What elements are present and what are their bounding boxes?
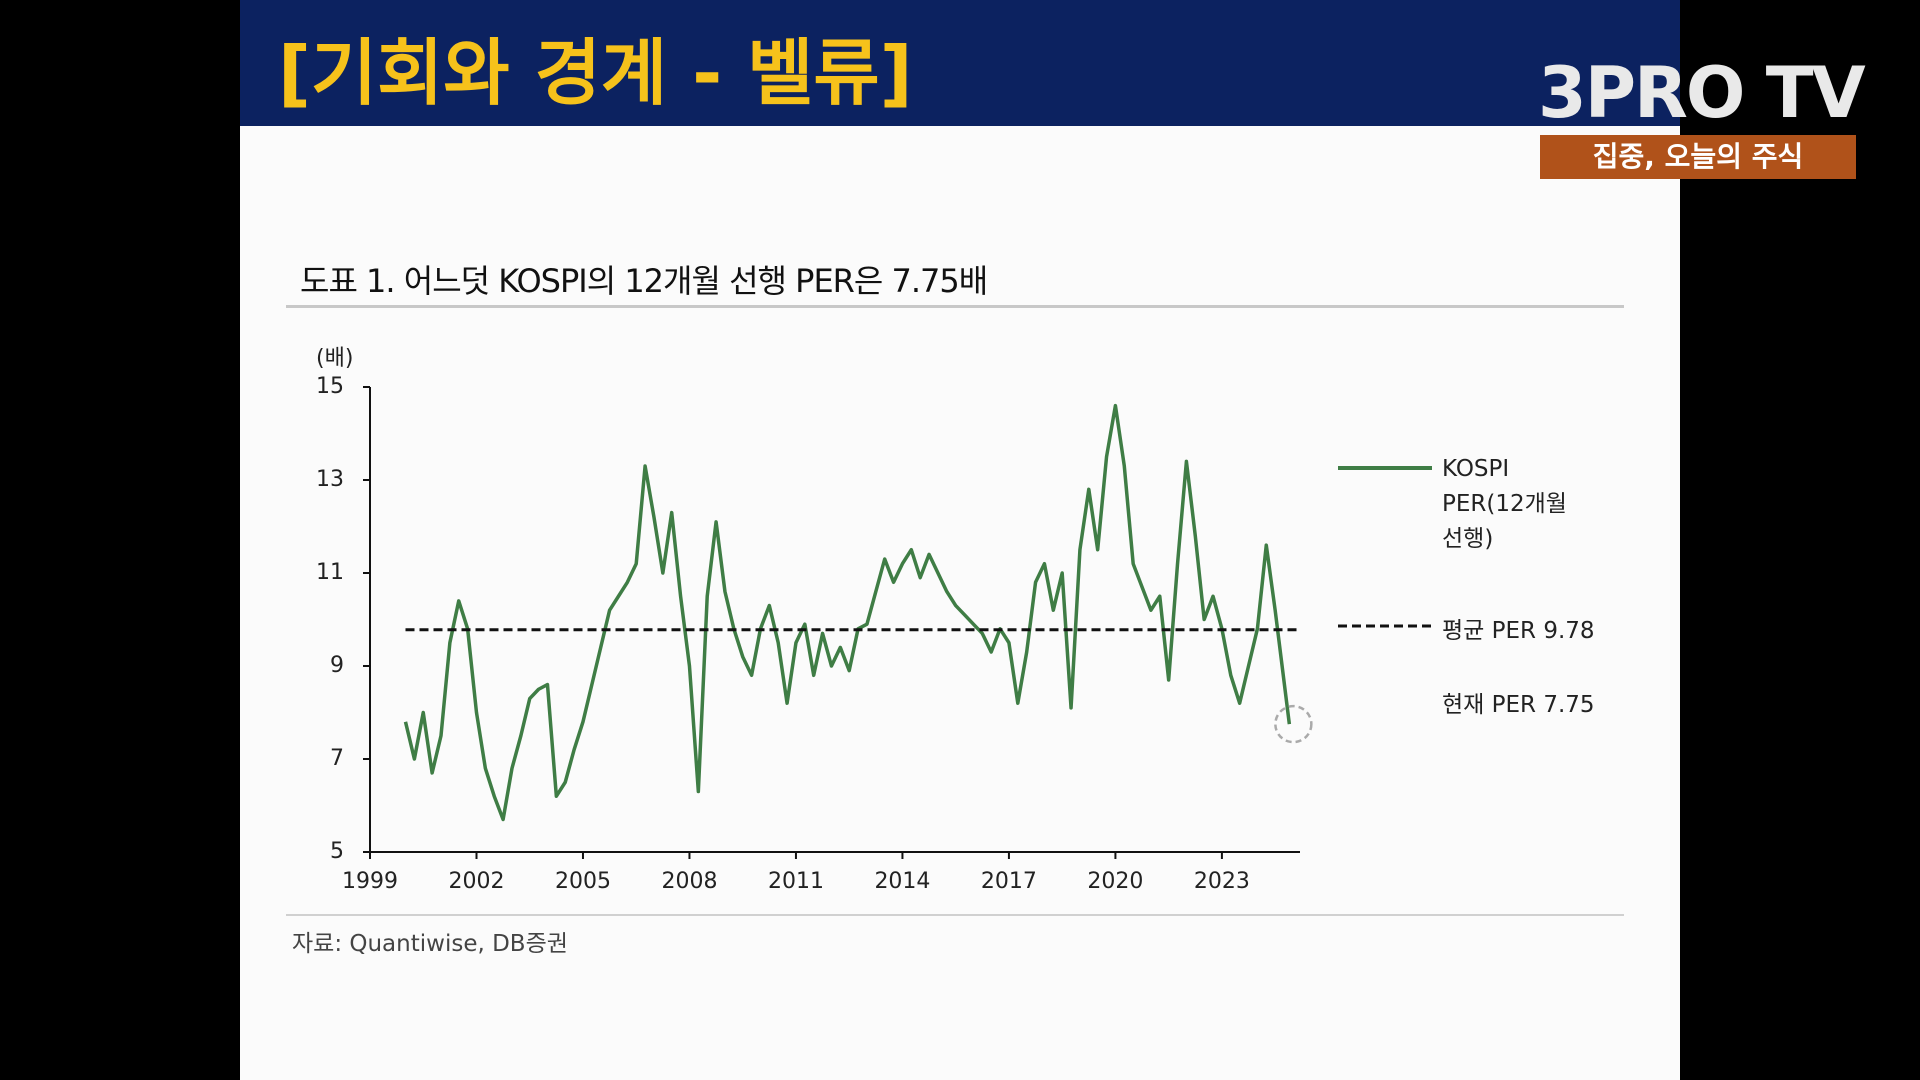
rule	[286, 914, 1624, 916]
x-tick-label: 2020	[1087, 869, 1143, 894]
header-title: [기회와 경계 - 벨류]	[278, 31, 913, 115]
x-tick-label: 2023	[1194, 869, 1250, 894]
x-tick-label: 2014	[874, 869, 930, 894]
y-tick-label: 11	[316, 560, 344, 585]
slide	[240, 0, 1680, 1080]
legend-entry: 평균 PER 9.78	[1442, 618, 1595, 644]
y-tick-label: 5	[330, 839, 344, 864]
series-line	[403, 403, 1292, 822]
x-tick-label: 1999	[342, 869, 398, 894]
header-band	[240, 0, 1680, 126]
x-tick-label: 2011	[768, 869, 824, 894]
chart-title: 도표 1. 어느덧 KOSPI의 12개월 선행 PER은 7.75배	[300, 262, 988, 300]
y-axis-label: (배)	[316, 346, 354, 371]
y-tick-label: 15	[316, 374, 344, 399]
x-tick-label: 2005	[555, 869, 611, 894]
x-tick-label: 2008	[661, 869, 717, 894]
y-tick-label: 13	[316, 467, 344, 492]
legend-entry: KOSPI PER(12개월 선행)	[1442, 456, 1567, 552]
x-tick-label: 2017	[981, 869, 1037, 894]
y-tick-label: 9	[330, 653, 344, 678]
x-tick-label: 2002	[448, 869, 504, 894]
rule	[286, 305, 1624, 308]
logo: 3PRO TV	[1538, 52, 1866, 134]
y-tick-label: 7	[330, 746, 344, 771]
tagline: 집중, 오늘의 주식	[1540, 135, 1856, 179]
source: 자료: Quantiwise, DB증권	[292, 931, 568, 957]
current-label: 현재 PER 7.75	[1442, 692, 1595, 718]
current-marker	[1274, 704, 1313, 744]
